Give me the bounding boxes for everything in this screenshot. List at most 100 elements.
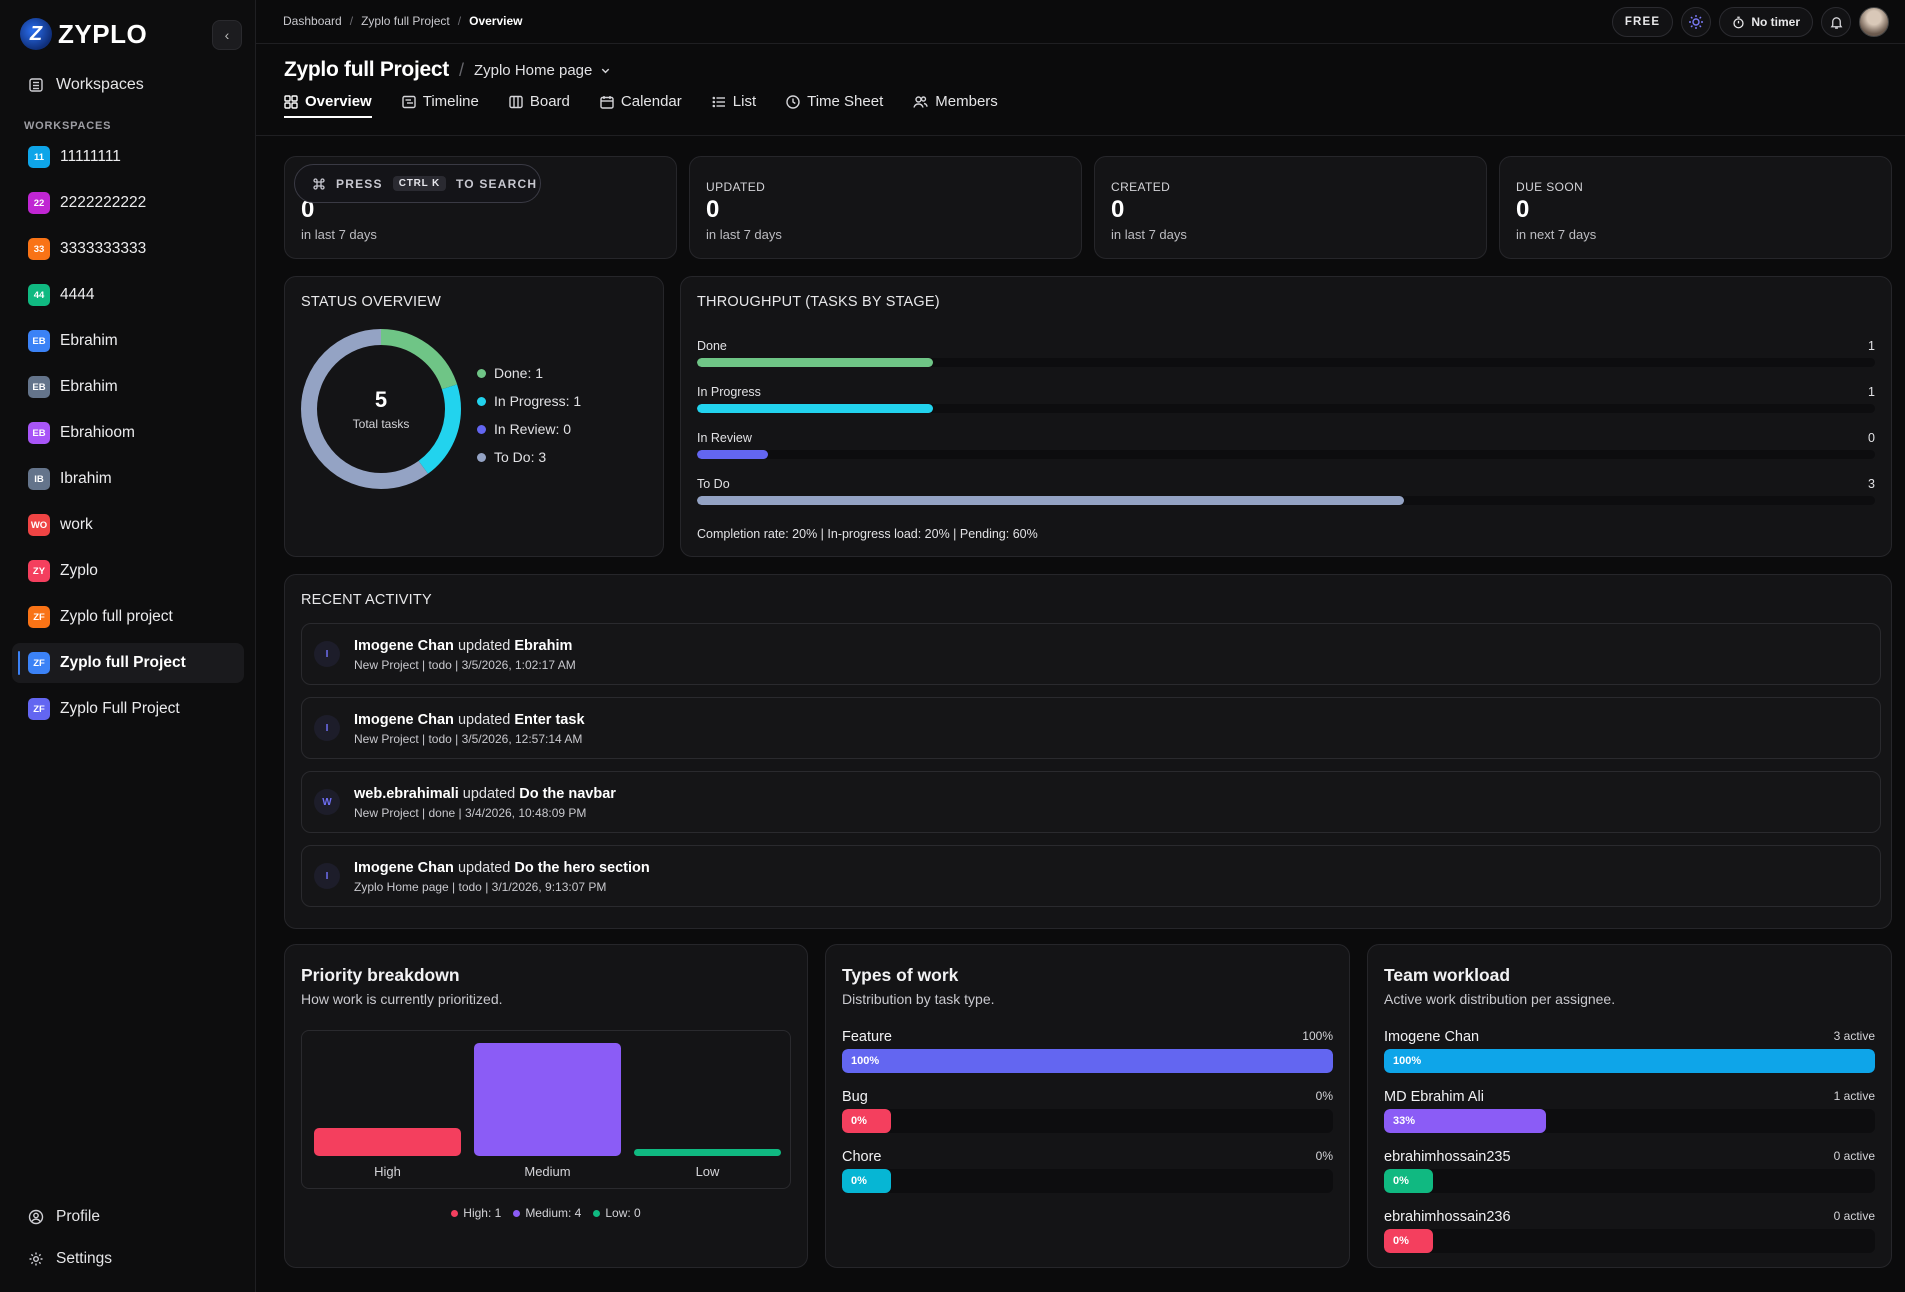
timer-button[interactable]: No timer bbox=[1719, 7, 1813, 37]
workspaces-section-label: WORKSPACES bbox=[24, 120, 112, 132]
legend-medium: Medium: 4 bbox=[513, 1206, 581, 1220]
project-tabs: Overview Timeline Board Calendar List Ti… bbox=[284, 93, 998, 118]
legend-label: Medium: 4 bbox=[525, 1206, 582, 1220]
workspace-badge: ZF bbox=[28, 652, 50, 674]
progress-row: MD Ebrahim Ali 1 active 33% bbox=[1384, 1089, 1875, 1133]
tab-calendar[interactable]: Calendar bbox=[600, 93, 682, 118]
legend-dot bbox=[477, 424, 486, 434]
breadcrumb-project[interactable]: Zyplo full Project bbox=[361, 14, 450, 28]
sidebar-workspace-item[interactable]: ZF Zyplo full Project bbox=[12, 643, 244, 683]
tab-label: Board bbox=[529, 93, 570, 110]
priority-bar-label: Medium bbox=[524, 1164, 571, 1179]
activity-user: Imogene Chan bbox=[354, 712, 454, 728]
status-legend-item: In Review: 0 bbox=[477, 415, 581, 443]
activity-item[interactable]: I Imogene Chan updated Do the hero sectio… bbox=[301, 845, 1881, 907]
notifications-button[interactable] bbox=[1821, 7, 1851, 37]
activity-item[interactable]: I Imogene Chan updated Ebrahim New Project… bbox=[301, 623, 1881, 685]
sidebar-workspace-item[interactable]: WO work bbox=[12, 505, 244, 545]
workspace-badge: EB bbox=[28, 376, 50, 398]
list-icon bbox=[712, 96, 725, 107]
progress-track: 100% bbox=[842, 1049, 1333, 1073]
priority-bar-chart: High Medium Low bbox=[301, 1030, 791, 1189]
progress-row-name: Bug bbox=[842, 1089, 868, 1105]
sidebar-item-workspaces[interactable]: Workspaces bbox=[28, 76, 144, 94]
sidebar-item-settings[interactable]: Settings bbox=[28, 1250, 112, 1268]
progress-fill: 33% bbox=[1384, 1109, 1547, 1133]
sidebar-workspace-item[interactable]: 44 4444 bbox=[12, 275, 244, 315]
sidebar-item-profile[interactable]: Profile bbox=[28, 1208, 100, 1226]
grid-icon bbox=[284, 94, 298, 109]
tab-overview[interactable]: Overview bbox=[284, 93, 372, 118]
legend-label: In Review: 0 bbox=[494, 421, 572, 437]
tab-board[interactable]: Board bbox=[509, 93, 570, 118]
stage-name: In Progress bbox=[697, 385, 761, 399]
types-subtitle: Distribution by task type. bbox=[842, 991, 995, 1007]
priority-bar-label: High bbox=[374, 1164, 401, 1179]
breadcrumb-dashboard[interactable]: Dashboard bbox=[283, 14, 342, 28]
user-avatar[interactable] bbox=[1859, 7, 1889, 37]
progress-row-name: Imogene Chan bbox=[1384, 1029, 1480, 1045]
activity-item[interactable]: I Imogene Chan updated Enter task New Proj… bbox=[301, 697, 1881, 759]
sidebar-workspace-item[interactable]: EB Ebrahim bbox=[12, 367, 244, 407]
progress-row-header: Feature 100% bbox=[842, 1029, 1333, 1045]
sidebar-workspace-item[interactable]: 22 2222222222 bbox=[12, 183, 244, 223]
sidebar-workspace-item[interactable]: ZF Zyplo full project bbox=[12, 597, 244, 637]
sidebar-workspace-item[interactable]: EB Ebrahioom bbox=[12, 413, 244, 453]
subpage-selector[interactable]: Zyplo Home page bbox=[474, 62, 611, 79]
stage-name: In Review bbox=[697, 431, 752, 445]
stat-card-updated: UPDATED 0 in last 7 days bbox=[689, 156, 1082, 259]
recent-activity-title: RECENT ACTIVITY bbox=[301, 592, 432, 608]
sidebar-workspace-item[interactable]: 11 11111111 bbox=[12, 137, 244, 177]
throughput-title: THROUGHPUT (TASKS BY STAGE) bbox=[697, 294, 940, 310]
activity-user: web.ebrahimali bbox=[354, 786, 459, 802]
plan-badge[interactable]: FREE bbox=[1611, 7, 1674, 37]
activity-meta: New Project | done | 3/4/2026, 10:48:09 … bbox=[354, 806, 587, 820]
progress-row-value: 0% bbox=[1315, 1149, 1333, 1163]
activity-title: Imogene Chan updated Do the hero section bbox=[354, 860, 650, 876]
status-legend-item: To Do: 3 bbox=[477, 443, 581, 471]
brand[interactable]: Z ZYPLO bbox=[20, 18, 147, 50]
throughput-card: THROUGHPUT (TASKS BY STAGE) Done 1 In Prog… bbox=[680, 276, 1892, 557]
progress-track: 0% bbox=[1384, 1229, 1875, 1253]
status-donut-chart: 5 Total tasks bbox=[301, 329, 461, 489]
progress-row-value: 0 active bbox=[1833, 1209, 1875, 1223]
profile-label: Profile bbox=[56, 1208, 100, 1225]
gear-icon bbox=[29, 1252, 43, 1266]
sidebar-workspace-item[interactable]: 33 3333333333 bbox=[12, 229, 244, 269]
priority-breakdown-card: Priority breakdown How work is currently… bbox=[284, 944, 808, 1268]
progress-track: 0% bbox=[1384, 1169, 1875, 1193]
sidebar-workspace-item[interactable]: IB Ibrahim bbox=[12, 459, 244, 499]
legend-label: Low: 0 bbox=[605, 1206, 641, 1220]
collapse-sidebar-button[interactable]: ‹ bbox=[212, 20, 242, 50]
tab-label: Members bbox=[935, 93, 998, 110]
stage-track bbox=[697, 450, 1875, 459]
breadcrumb-separator: / bbox=[457, 14, 462, 28]
stage-row: Done 1 bbox=[697, 339, 1875, 367]
tab-time-sheet[interactable]: Time Sheet bbox=[786, 93, 883, 118]
stage-track bbox=[697, 358, 1875, 367]
tab-timeline[interactable]: Timeline bbox=[402, 93, 479, 118]
tab-members[interactable]: Members bbox=[913, 93, 998, 118]
status-overview-card: STATUS OVERVIEW 5 Total tasks Done: 1 In … bbox=[284, 276, 664, 557]
tab-list[interactable]: List bbox=[712, 93, 756, 118]
workspace-label: 3333333333 bbox=[60, 240, 147, 257]
tab-label: Overview bbox=[305, 93, 372, 110]
search-press-label: PRESS bbox=[336, 176, 383, 191]
breadcrumb-separator: / bbox=[349, 14, 354, 28]
workspace-label: Ibrahim bbox=[60, 470, 112, 487]
progress-row-name: Feature bbox=[842, 1029, 892, 1045]
theme-toggle-button[interactable] bbox=[1681, 7, 1712, 37]
progress-row-value: 0 active bbox=[1833, 1149, 1875, 1163]
search-shortcut-button[interactable]: PRESS CTRL K TO SEARCH bbox=[294, 164, 541, 203]
sidebar-workspace-item[interactable]: ZF Zyplo Full Project bbox=[12, 689, 244, 729]
board-icon bbox=[509, 95, 523, 108]
sidebar-workspace-item[interactable]: ZY Zyplo bbox=[12, 551, 244, 591]
types-title: Types of work bbox=[842, 965, 959, 985]
workspace-label: Zyplo bbox=[60, 562, 98, 579]
workspace-badge: 33 bbox=[28, 238, 50, 260]
tab-label: List bbox=[732, 93, 757, 110]
building-icon bbox=[29, 78, 43, 92]
sidebar-workspace-item[interactable]: EB Ebrahim bbox=[12, 321, 244, 361]
stat-value: 0 bbox=[1111, 196, 1125, 223]
